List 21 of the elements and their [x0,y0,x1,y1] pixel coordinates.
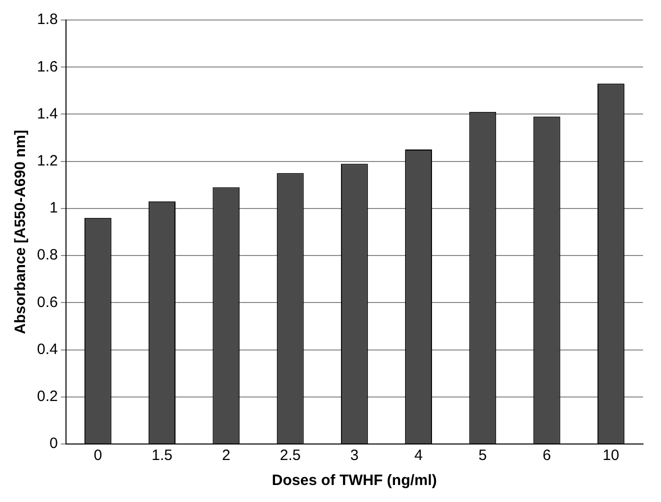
y-tick-label: 0.8 [36,246,58,264]
y-axis-title: Absorbance [A550-A690 nm] [12,130,30,334]
x-tick-label: 1.5 [152,447,172,464]
y-tick-label: 1.2 [36,152,58,170]
x-tick-label: 4 [414,447,423,464]
x-tick-label: 0 [94,447,102,464]
y-tick-label: 1.4 [36,105,58,122]
x-tick-label: 6 [542,447,551,464]
x-tick-label: 2.5 [280,447,301,464]
x-tick-label: 5 [478,447,487,464]
x-tick-label: 10 [602,447,620,464]
x-tick-label: 3 [350,447,359,464]
y-tick-label: 1 [50,200,58,217]
y-tick-label: 0 [50,435,58,452]
y-tick-label: 0.6 [36,294,58,311]
x-axis-title: Doses of TWHF (ng/ml) [272,472,437,490]
y-tick-label: 1.8 [36,11,58,28]
y-tick-label: 0.2 [36,388,58,406]
y-tick-label: 1.6 [36,58,58,76]
y-tick-label: 0.4 [36,340,58,358]
x-tick-label: 2 [222,447,230,464]
